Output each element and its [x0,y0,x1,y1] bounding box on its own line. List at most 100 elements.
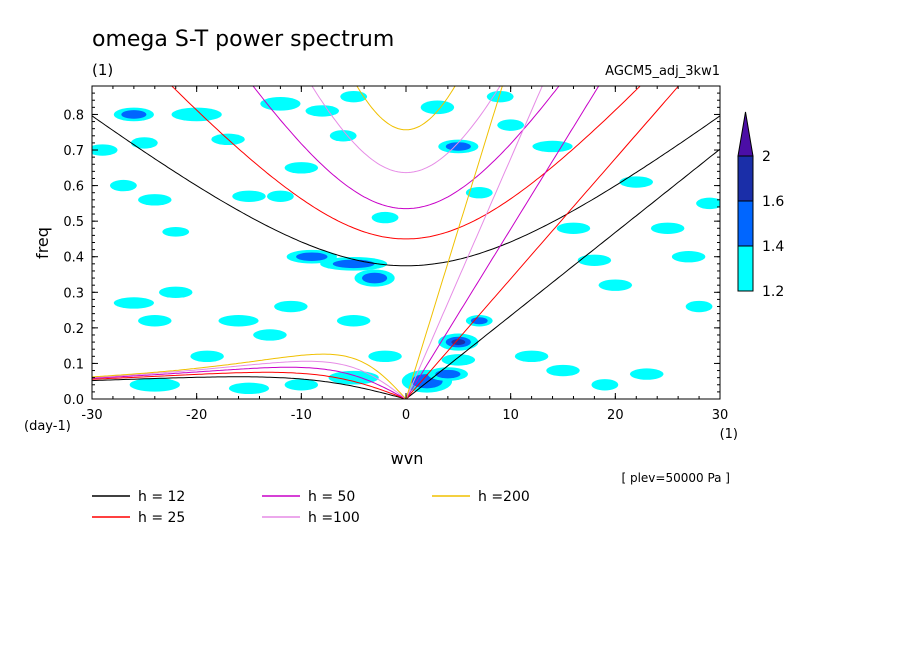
contour-blob [171,107,222,122]
rossby-curve-h25 [92,371,407,399]
x-tick-label: 20 [607,408,624,423]
kelvin-curve-h25 [405,86,680,399]
y-tick-label: 0.3 [63,286,84,301]
ig-curve-h50 [252,86,560,210]
contour-blob-core [362,272,388,284]
legend-label: h = 12 [138,489,185,505]
legend-label: h = 50 [308,489,355,505]
contour-blob [113,297,154,309]
contour-blob [368,350,402,363]
contour-blob [497,119,525,131]
contour-blob [329,130,357,142]
contour-blob [232,190,266,202]
contour-blob [598,279,633,291]
plot-area: -30 -20 -10 0 10 20 30 0.0 0.1 0.2 0.3 0.4 0.5 0.6 0.7… [63,85,728,423]
x-unit-label: (1) [720,427,738,442]
contour-blob [190,350,224,363]
kelvin-curve-h12 [405,148,720,399]
colorbar-segment [737,155,754,202]
y-tick-label: 0.8 [63,108,84,123]
contour-blob [336,315,371,327]
contour-blob [420,100,455,115]
contour-blob [650,222,685,234]
contour-blob [671,251,706,263]
chart-subtitle-left: (1) [92,61,113,79]
contour-blob [138,194,172,206]
ig-curve-h200 [356,86,456,131]
contour-blob [218,315,259,327]
contour-blob [441,354,476,366]
contour-blob [267,190,294,202]
contour-blob [92,144,118,156]
ig-curve-h12 [92,115,720,267]
contour-blob [371,211,399,224]
contour-blob [158,286,193,298]
legend-label: h =100 [308,510,360,526]
contour-blob [228,382,270,395]
contour-blob-core [470,317,488,325]
contour-blob-core [121,110,147,119]
y-tick-label: 0.0 [63,393,84,408]
kelvin-curve-h50 [405,86,600,399]
y-tick-label: 0.4 [63,251,84,266]
contour-blob [138,315,172,327]
contour-blob [284,379,319,391]
contour-blob [685,300,713,313]
contour-blob [130,137,158,149]
y-tick-label: 0.2 [63,322,84,337]
contour-blob [629,368,664,380]
rossby-curve-h12 [92,376,407,399]
y-tick-label: 0.6 [63,180,84,195]
contour-blob [486,90,514,103]
y-unit-label: (day-1) [24,419,71,434]
legend: h = 12 h = 25 h = 50 h =100 h =200 [92,489,530,526]
axis-ticks-group: -30 -20 -10 0 10 20 30 0.0 0.1 0.2 0.3 0.4 0.5 0.6 0.7… [63,86,728,423]
contour-blob-core [445,142,471,151]
contour-blob [465,187,493,199]
x-tick-label: 10 [502,408,519,423]
contour-blob [129,377,180,392]
contour-blob [253,329,287,341]
contour-blob [274,300,308,313]
x-axis-label: wvn [391,449,424,468]
rossby-curve-h200 [92,353,407,399]
chart-title: omega S-T power spectrum [92,27,394,52]
x-tick-label: 0 [402,408,410,423]
y-tick-label: 0.7 [63,144,84,159]
plot-background [92,86,720,399]
ig-curve-h100 [311,86,501,174]
colorbar: 1.2 1.4 1.6 2 [737,111,784,300]
contour-blob [162,227,190,237]
colorbar-label: 1.6 [762,194,784,210]
contour-blob [546,364,580,377]
contour-blob [340,90,368,103]
dispersion-curves-group [92,86,720,399]
colorbar-label: 1.2 [762,284,784,300]
y-tick-label: 0.5 [63,215,84,230]
x-tick-label: -20 [186,408,207,423]
colorbar-segment [737,200,754,247]
legend-label: h = 25 [138,510,185,526]
contour-blob [514,350,549,363]
rossby-curve-h100 [92,360,407,399]
x-tick-label: -30 [81,408,102,423]
plev-annotation: [ plev=50000 Pa ] [621,471,730,485]
contour-blob [577,254,612,266]
kelvin-curve-h200 [405,86,503,399]
contour-blob [328,370,379,385]
y-tick-label: 0.1 [63,357,84,372]
x-tick-label: 30 [712,408,729,423]
contour-blob [619,176,654,188]
colorbar-arrow [737,111,754,157]
ig-curve-h25 [171,86,641,240]
contour-blob [305,105,340,117]
contour-blob [532,140,573,153]
kelvin-curve-h100 [405,86,543,399]
contour-blob [260,96,301,111]
contour-blob [591,379,619,391]
x-tick-label: -10 [291,408,312,423]
contour-blob-core [435,369,461,379]
contour-blob [284,162,319,174]
rossby-curve-h50 [92,366,407,399]
